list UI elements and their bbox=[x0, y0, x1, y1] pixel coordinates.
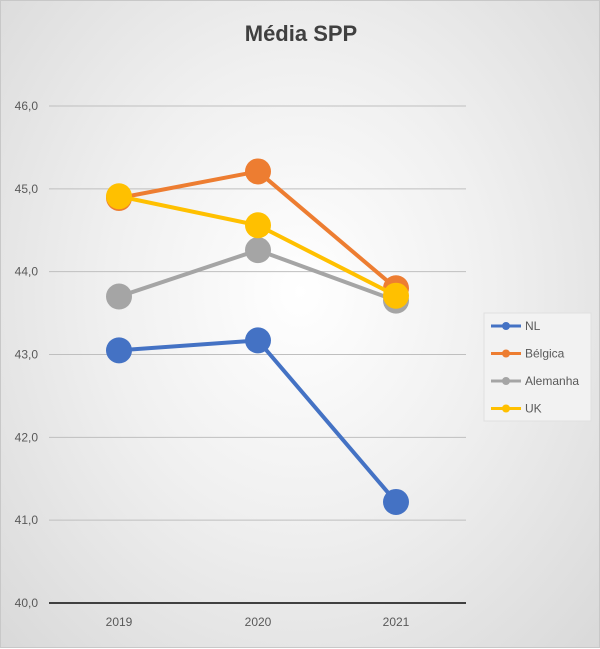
legend-marker bbox=[502, 322, 510, 330]
y-tick-label: 42,0 bbox=[15, 430, 39, 444]
legend-label: UK bbox=[525, 402, 542, 416]
y-tick-label: 40,0 bbox=[15, 596, 39, 610]
y-tick-label: 41,0 bbox=[15, 513, 39, 527]
x-tick-label: 2019 bbox=[106, 615, 133, 629]
chart-title: Média SPP bbox=[245, 21, 357, 46]
series-alemanha bbox=[106, 237, 409, 314]
data-point bbox=[245, 158, 271, 185]
legend-item: NL bbox=[491, 319, 541, 333]
legend-box bbox=[483, 312, 592, 422]
legend-label: NL bbox=[525, 319, 541, 333]
legend-item: Bélgica bbox=[491, 347, 565, 361]
legend-label: Bélgica bbox=[525, 347, 565, 361]
data-point bbox=[383, 282, 409, 309]
legend-marker bbox=[502, 377, 510, 385]
y-tick-label: 45,0 bbox=[15, 182, 39, 196]
data-point bbox=[106, 337, 132, 364]
data-point bbox=[245, 212, 271, 239]
data-point bbox=[245, 237, 271, 264]
series-nl bbox=[106, 327, 409, 515]
series-line bbox=[118, 338, 398, 504]
data-point bbox=[245, 327, 271, 354]
legend-label: Alemanha bbox=[525, 374, 579, 388]
legend-marker bbox=[502, 349, 510, 358]
x-tick-label: 2021 bbox=[383, 615, 410, 629]
y-tick-label: 46,0 bbox=[15, 99, 39, 113]
data-point bbox=[383, 488, 409, 515]
series-uk bbox=[106, 183, 409, 309]
y-tick-label: 44,0 bbox=[15, 265, 39, 279]
legend-marker bbox=[502, 404, 510, 413]
data-point bbox=[106, 283, 132, 310]
data-point bbox=[106, 183, 132, 210]
x-tick-label: 2020 bbox=[245, 615, 272, 629]
y-tick-label: 43,0 bbox=[15, 348, 39, 362]
legend-item: UK bbox=[491, 402, 542, 416]
legend-item: Alemanha bbox=[491, 374, 579, 388]
